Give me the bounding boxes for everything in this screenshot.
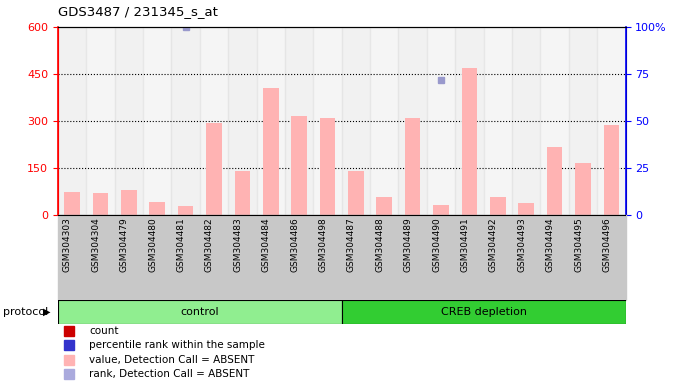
- Bar: [143, 215, 171, 300]
- Bar: [228, 215, 256, 300]
- Bar: [285, 215, 313, 300]
- Bar: [263, 88, 279, 215]
- Text: protocol: protocol: [3, 307, 49, 317]
- Text: GSM304487: GSM304487: [347, 218, 356, 272]
- Bar: [483, 27, 512, 215]
- Bar: [58, 215, 86, 300]
- Bar: [490, 197, 506, 215]
- Text: GSM304488: GSM304488: [375, 218, 384, 272]
- Bar: [427, 27, 456, 215]
- Text: control: control: [180, 307, 219, 317]
- Bar: [313, 215, 342, 300]
- Bar: [597, 215, 626, 300]
- Bar: [398, 215, 427, 300]
- Text: GSM304492: GSM304492: [489, 218, 498, 272]
- Text: GSM304495: GSM304495: [574, 218, 583, 272]
- Text: GSM304482: GSM304482: [205, 218, 214, 272]
- Bar: [398, 27, 427, 215]
- Text: GSM304489: GSM304489: [404, 218, 413, 272]
- Text: GSM304491: GSM304491: [460, 218, 469, 272]
- Bar: [256, 215, 285, 300]
- Bar: [114, 27, 143, 215]
- Text: GSM304304: GSM304304: [91, 218, 101, 272]
- Text: GSM304479: GSM304479: [120, 218, 129, 272]
- Bar: [285, 27, 313, 215]
- Text: value, Detection Call = ABSENT: value, Detection Call = ABSENT: [89, 355, 254, 365]
- Text: GSM304484: GSM304484: [262, 218, 271, 272]
- Text: percentile rank within the sample: percentile rank within the sample: [89, 340, 265, 351]
- Bar: [200, 27, 228, 215]
- Bar: [64, 192, 80, 215]
- Bar: [177, 206, 193, 215]
- Text: GSM304480: GSM304480: [148, 218, 157, 272]
- Bar: [150, 202, 165, 215]
- Bar: [92, 193, 108, 215]
- Bar: [256, 27, 285, 215]
- Bar: [114, 215, 143, 300]
- Bar: [456, 215, 483, 300]
- Text: count: count: [89, 326, 118, 336]
- Bar: [377, 197, 392, 215]
- Text: GSM304481: GSM304481: [177, 218, 186, 272]
- Text: rank, Detection Call = ABSENT: rank, Detection Call = ABSENT: [89, 369, 250, 379]
- Bar: [541, 27, 568, 215]
- Bar: [370, 215, 398, 300]
- Bar: [597, 27, 626, 215]
- Bar: [171, 27, 200, 215]
- Text: GSM304493: GSM304493: [517, 218, 526, 272]
- Bar: [342, 27, 370, 215]
- Bar: [512, 215, 541, 300]
- Bar: [143, 27, 171, 215]
- Bar: [604, 125, 619, 215]
- Text: CREB depletion: CREB depletion: [441, 307, 526, 317]
- Bar: [86, 27, 114, 215]
- Bar: [200, 215, 228, 300]
- Bar: [291, 116, 307, 215]
- Text: GSM304490: GSM304490: [432, 218, 441, 272]
- Bar: [171, 215, 200, 300]
- Text: ▶: ▶: [43, 307, 50, 317]
- Bar: [348, 171, 364, 215]
- Bar: [206, 122, 222, 215]
- Bar: [433, 205, 449, 215]
- Bar: [547, 147, 562, 215]
- Text: GSM304483: GSM304483: [233, 218, 242, 272]
- Bar: [575, 163, 591, 215]
- Bar: [568, 215, 597, 300]
- Bar: [121, 190, 137, 215]
- Bar: [405, 118, 420, 215]
- Bar: [541, 215, 568, 300]
- Text: GSM304486: GSM304486: [290, 218, 299, 272]
- Text: GSM304303: GSM304303: [63, 218, 72, 273]
- Bar: [342, 215, 370, 300]
- Text: GSM304494: GSM304494: [545, 218, 555, 272]
- Bar: [228, 27, 256, 215]
- Bar: [456, 27, 483, 215]
- Bar: [313, 27, 342, 215]
- Bar: [235, 171, 250, 215]
- Bar: [462, 68, 477, 215]
- Bar: [483, 215, 512, 300]
- Bar: [86, 215, 114, 300]
- Bar: [512, 27, 541, 215]
- Bar: [370, 27, 398, 215]
- Text: GSM304496: GSM304496: [602, 218, 611, 272]
- Text: GDS3487 / 231345_s_at: GDS3487 / 231345_s_at: [58, 5, 218, 18]
- Bar: [518, 203, 534, 215]
- Bar: [320, 118, 335, 215]
- Bar: [58, 300, 342, 324]
- Bar: [427, 215, 456, 300]
- Bar: [568, 27, 597, 215]
- Bar: [58, 27, 86, 215]
- Text: GSM304498: GSM304498: [318, 218, 328, 272]
- Bar: [342, 300, 626, 324]
